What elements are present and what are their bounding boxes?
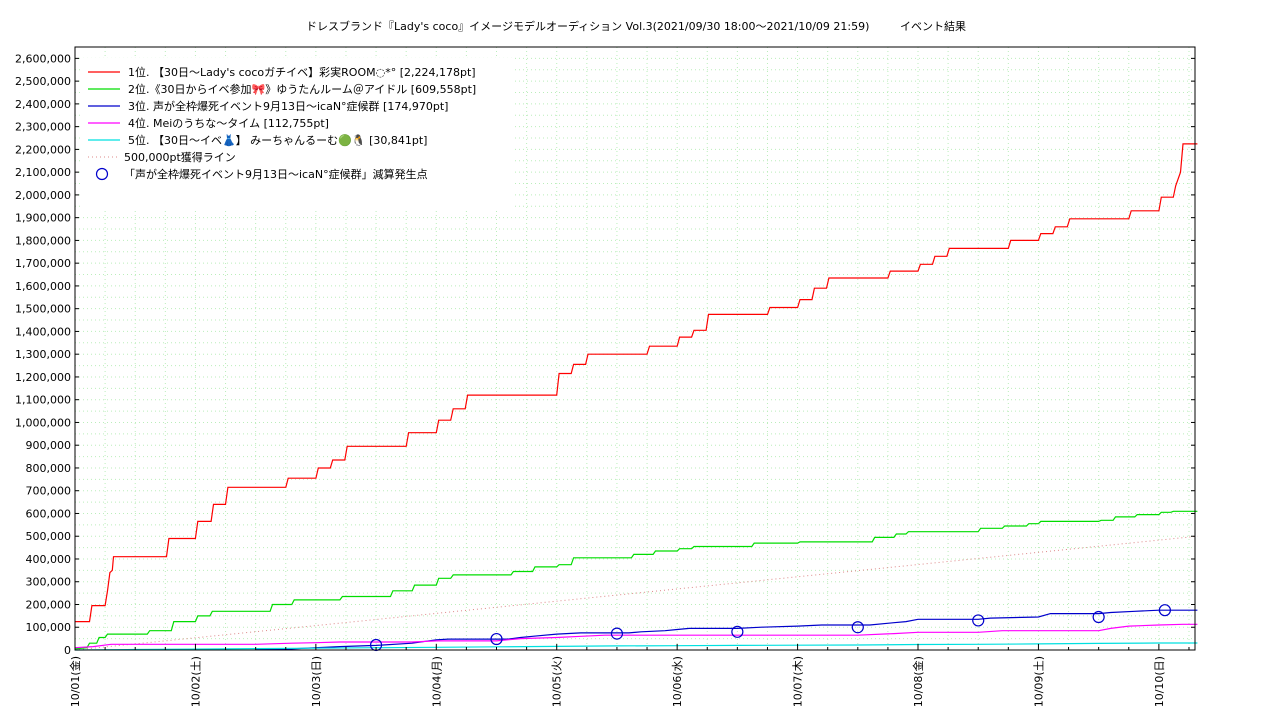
series-line-2 <box>74 510 1198 650</box>
legend-label-reference: 500,000pt獲得ライン <box>124 151 236 164</box>
legend-swatch-marker <box>95 167 109 181</box>
y-tick-label: 100,000 <box>26 621 72 634</box>
x-tick-label: 10/07(木) <box>792 656 805 707</box>
y-tick-label: 2,400,000 <box>15 98 71 111</box>
series-line-4 <box>74 623 1198 649</box>
chart-subtitle: イベント結果 <box>900 19 966 33</box>
x-tick-label: 10/09(土) <box>1032 656 1045 707</box>
x-tick-label: 10/10(日) <box>1153 656 1166 707</box>
y-tick-label: 1,700,000 <box>15 257 71 270</box>
decrease-marker <box>972 614 985 627</box>
y-tick-label: 1,300,000 <box>15 348 71 361</box>
decrease-marker <box>1158 604 1171 617</box>
legend-label-1: 1位. 【30日～Lady's cocoガチイベ】彩実ROOM◌*° [2,22… <box>128 65 476 79</box>
y-tick-label: 500,000 <box>26 530 72 543</box>
x-tick-label: 10/03(日) <box>310 656 323 707</box>
y-tick-label: 2,300,000 <box>15 121 71 134</box>
y-tick-label: 1,900,000 <box>15 212 71 225</box>
decrease-marker <box>851 621 864 634</box>
decrease-marker <box>731 625 744 638</box>
axes <box>74 46 1196 651</box>
reference-line-500000 <box>74 535 1198 651</box>
legend-label-5: 5位. 【30日～イベ👗】 みーちゃんるーむ🟢🐧 [30,841pt] <box>128 133 427 147</box>
x-tick-label: 10/08(金) <box>911 656 925 707</box>
legend-label-marker: 「声が全枠爆死イベント9月13日～icaN°症候群」減算発生点 <box>124 167 428 181</box>
legend-label-3: 3位. 声が全枠爆死イベント9月13日～icaN°症候群 [174,970pt] <box>128 99 448 113</box>
legend-label-2: 2位.《30日からイベ参加🎀》ゆうたんルーム＠アイドル [609,558pt] <box>128 82 476 96</box>
y-tick-label: 2,000,000 <box>15 189 71 202</box>
series-line-5 <box>74 642 1198 651</box>
decrease-marker <box>490 632 503 646</box>
marker-group <box>369 604 1171 652</box>
series-line-3 <box>255 609 1198 650</box>
y-tick-label: 300,000 <box>26 576 72 589</box>
x-tick-label: 10/04(月) <box>430 656 443 707</box>
y-tick-label: 2,500,000 <box>15 75 71 88</box>
reference-line <box>74 535 1198 651</box>
x-tick-label: 10/01(金) <box>68 656 82 707</box>
y-tick-label: 1,400,000 <box>15 325 71 338</box>
y-tick-labels: 0 100,000 200,000 300,000 400,000 500,000 600,… <box>15 52 71 657</box>
y-tick-label: 1,800,000 <box>15 234 71 247</box>
y-tick-label: 400,000 <box>26 553 72 566</box>
x-tick-label: 10/05(火) <box>551 656 564 707</box>
y-tick-label: 1,200,000 <box>15 371 71 384</box>
y-tick-label: 1,000,000 <box>15 416 71 429</box>
series-group <box>74 143 1198 651</box>
y-tick-label: 1,100,000 <box>15 394 71 407</box>
y-tick-label: 800,000 <box>26 462 72 475</box>
y-tick-label: 600,000 <box>26 507 72 520</box>
plot-frame <box>74 46 1196 651</box>
y-tick-label: 900,000 <box>26 439 72 452</box>
decrease-marker <box>610 627 624 640</box>
y-tick-label: 0 <box>64 644 71 657</box>
y-tick-label: 2,200,000 <box>15 143 71 156</box>
y-tick-label: 1,600,000 <box>15 280 71 293</box>
legend: 1位. 【30日～Lady's cocoガチイベ】彩実ROOM◌*° [2,22… <box>88 65 476 181</box>
grid <box>74 47 1195 651</box>
y-tick-label: 2,600,000 <box>15 52 71 65</box>
y-tick-label: 1,500,000 <box>15 303 71 316</box>
legend-label-4: 4位. Meiのうちな～タイム [112,755pt] <box>128 116 329 130</box>
series-line-1 <box>75 143 1198 623</box>
x-tick-labels: 10/01(金) 10/02(土) 10/03(日) 10/04(月) 10/05(火)… <box>68 656 1166 707</box>
x-tick-label: 10/02(土) <box>189 656 202 707</box>
y-tick-label: 200,000 <box>26 598 72 611</box>
decrease-marker <box>1092 610 1105 624</box>
chart-title: ドレスブランド『Lady's coco』イメージモデルオーディション Vol.3… <box>306 19 869 33</box>
x-tick-label: 10/06(水) <box>671 656 684 707</box>
y-tick-label: 2,100,000 <box>15 166 71 179</box>
legend-box <box>82 58 512 208</box>
y-tick-label: 700,000 <box>26 485 72 498</box>
